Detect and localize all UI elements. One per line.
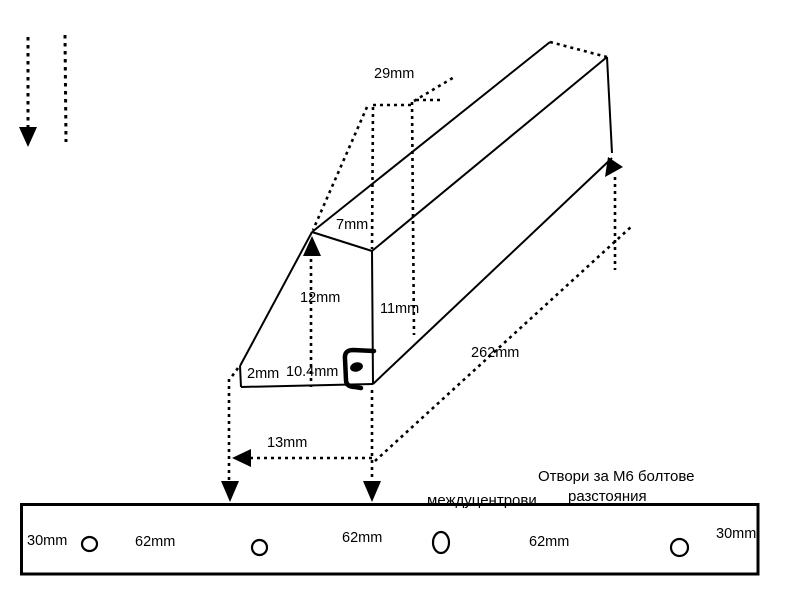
- bolt-hole: [80, 535, 99, 553]
- arrowhead-up-right-icon: [605, 157, 623, 177]
- arrowhead-up-icon: [303, 236, 321, 256]
- dim-29-leader-diagonal: [413, 74, 457, 103]
- note-centers: междуцентрови: [427, 492, 537, 509]
- dim-label-2mm: 2mm: [247, 366, 279, 382]
- prism-body: [239, 40, 613, 388]
- dim-262mm-lines: [374, 157, 633, 462]
- plate-outline: [20, 503, 760, 576]
- arrowhead-left-icon: [232, 449, 251, 467]
- note-distances: разстояния: [568, 488, 647, 505]
- edge-top-right-long: [371, 56, 608, 252]
- marker-annotation: [342, 347, 377, 391]
- arrowhead-down-icon: [363, 481, 381, 502]
- note-holes-title: Отвори за М6 болтове: [538, 468, 695, 485]
- ext-line-front-top-right: [370, 106, 375, 250]
- edge-front-slope: [239, 231, 313, 367]
- edge-front-right-vertical: [371, 250, 374, 385]
- ext-corner-bend: [228, 367, 240, 380]
- edge-back-top-hidden: [549, 40, 608, 59]
- ext-line-to-apex-diagonal: [311, 106, 369, 231]
- edge-front-left-vertical: [239, 365, 242, 388]
- dim-12mm-lines: [303, 236, 321, 387]
- bolt-hole: [250, 538, 269, 557]
- bolt-hole: [431, 530, 451, 555]
- plate-label-30mm-left: 30mm: [27, 533, 67, 549]
- bolt-hole: [669, 537, 690, 558]
- dotted-line-left-2: [63, 34, 68, 143]
- edge-bottom-long: [372, 157, 613, 385]
- plate-label-30mm-right: 30mm: [716, 526, 756, 542]
- plate-label-62mm-2: 62mm: [342, 530, 382, 546]
- dim-label-11mm: 11mm: [380, 301, 419, 317]
- marker-loop-path: [342, 347, 377, 391]
- dim-label-7mm: 7mm: [336, 217, 368, 233]
- edge-ridge: [311, 41, 551, 233]
- edge-back-vertical: [606, 56, 613, 154]
- arrowhead-down-icon: [221, 481, 239, 502]
- reference-arrows: [19, 34, 68, 147]
- dim-262-diagonal: [374, 225, 633, 462]
- edge-front-top: [311, 231, 373, 252]
- dim-13mm-lines: [221, 367, 381, 502]
- dim-label-262mm: 262mm: [471, 345, 519, 361]
- dim-label-10.4mm: 10.4mm: [286, 364, 338, 380]
- arrowhead-down-icon: [19, 127, 37, 147]
- dim-label-13mm: 13mm: [267, 435, 307, 451]
- plate-label-62mm-3: 62mm: [529, 534, 569, 550]
- plate-label-62mm-1: 62mm: [135, 534, 175, 550]
- dim-label-12mm: 12mm: [300, 290, 340, 306]
- dim-label-29mm: 29mm: [374, 66, 414, 82]
- dim-29mm-lines: [311, 74, 457, 336]
- marker-dot: [350, 362, 363, 372]
- bolt-plate: 30mm 62mm 62mm 62mm 30mm: [20, 503, 760, 576]
